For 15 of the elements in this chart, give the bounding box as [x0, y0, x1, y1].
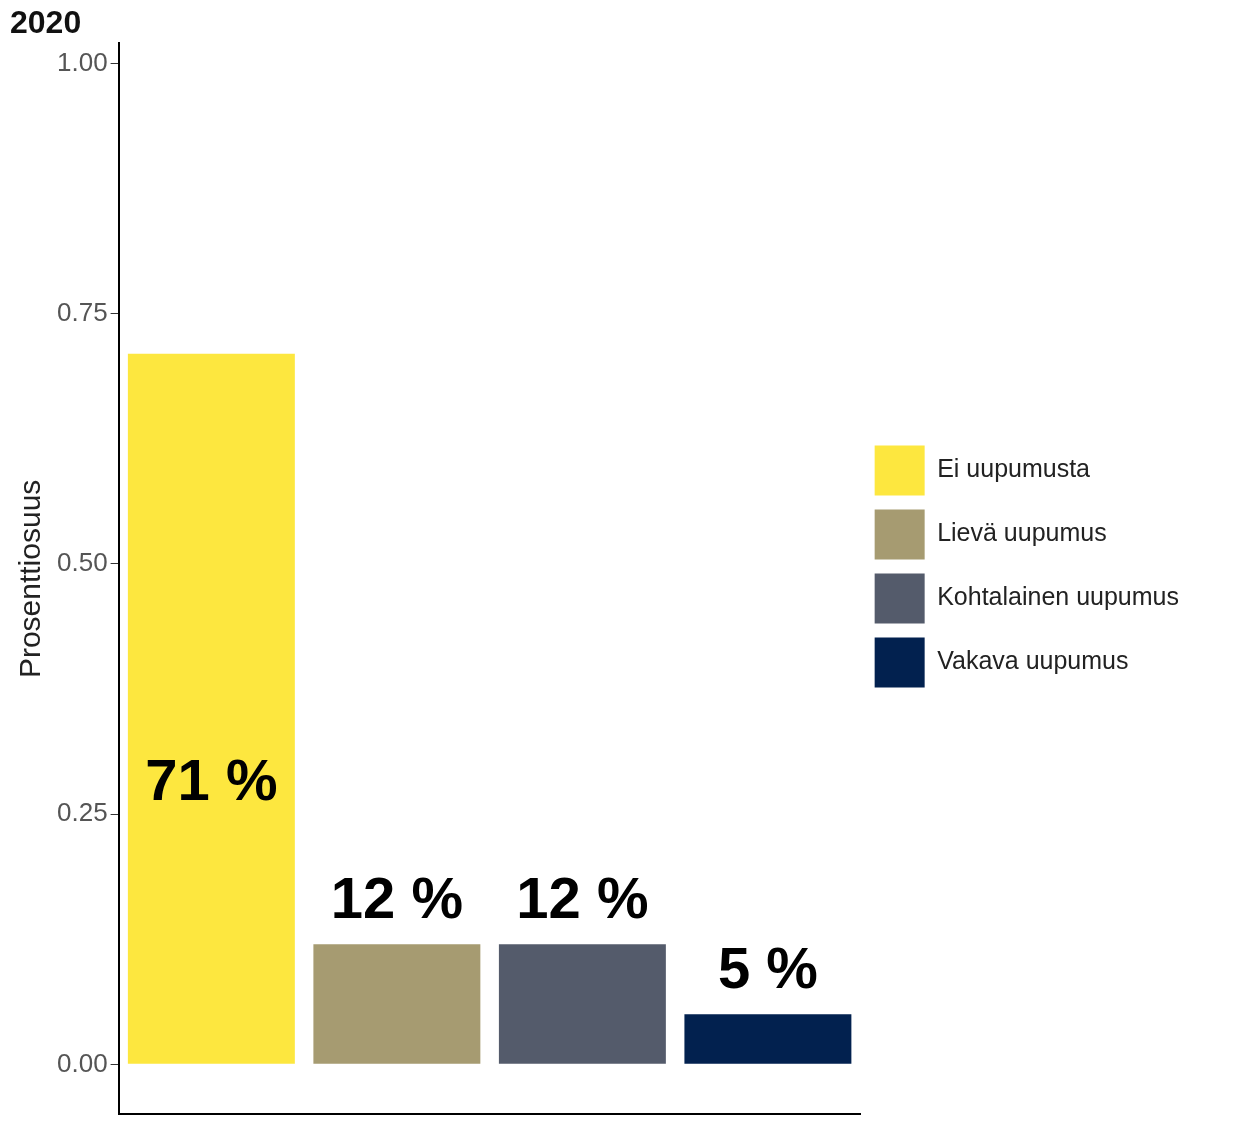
y-tick-label: 0.25 — [56, 797, 108, 828]
legend-label: Lievä uupumus — [937, 518, 1107, 547]
legend-label: Ei uupumusta — [937, 454, 1091, 483]
data-label: 5 % — [717, 935, 818, 1001]
data-label: 12 % — [330, 865, 463, 931]
y-tick-label: 1.00 — [56, 46, 108, 77]
data-label: 71 % — [145, 747, 278, 813]
y-tick-label: 0.50 — [56, 547, 108, 578]
chart-title: 2020 — [10, 4, 82, 41]
legend-label: Kohtalainen uupumus — [937, 582, 1180, 611]
y-tick-label: 0.00 — [56, 1047, 108, 1078]
legend-label: Vakava uupumus — [937, 646, 1129, 675]
y-tick-label: 0.75 — [56, 296, 108, 327]
y-axis-title: Prosenttiosuus — [13, 479, 47, 679]
data-label: 12 % — [516, 865, 649, 931]
